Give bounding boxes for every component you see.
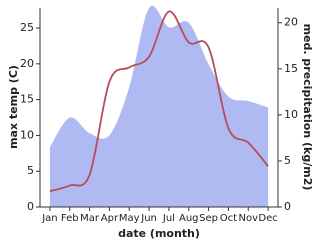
x-tick-label: Apr: [101, 213, 119, 224]
y2-axis-label: med. precipitation (kg/m2): [301, 24, 314, 191]
y2-tick-label: 20: [284, 16, 298, 29]
x-tick-label: Oct: [220, 213, 237, 224]
y2-tick-label: 10: [284, 108, 298, 121]
x-tick-label: Jan: [41, 213, 57, 224]
x-tick-label: Jul: [162, 213, 175, 224]
y-axis-label: max temp (C): [7, 65, 20, 149]
x-tick-label: Feb: [61, 213, 79, 224]
x-tick-label: Dec: [258, 213, 277, 224]
temp-line: [49, 10, 269, 193]
x-tick-label: May: [119, 213, 140, 224]
y2-tick-label: 5: [284, 154, 291, 167]
y-tick-label: 20: [20, 57, 34, 70]
y-tick-label: 15: [20, 93, 34, 106]
y-tick-label: 10: [20, 128, 34, 141]
y-tick-label: 0: [27, 200, 34, 213]
y2-tick-label: 15: [284, 62, 298, 75]
x-tick-label: Aug: [179, 213, 199, 224]
precipitation-area: [49, 5, 269, 208]
x-tick-label: Nov: [238, 213, 258, 224]
x-tick-label: Mar: [80, 213, 100, 224]
x-axis-label: date (month): [118, 227, 200, 240]
y-tick-label: 25: [20, 21, 34, 34]
x-tick-label: Sep: [199, 213, 218, 224]
y2-tick-label: 0: [284, 200, 291, 213]
frame: [39, 8, 279, 208]
y-tick-label: 5: [27, 164, 34, 177]
x-tick-label: Jun: [140, 213, 157, 224]
